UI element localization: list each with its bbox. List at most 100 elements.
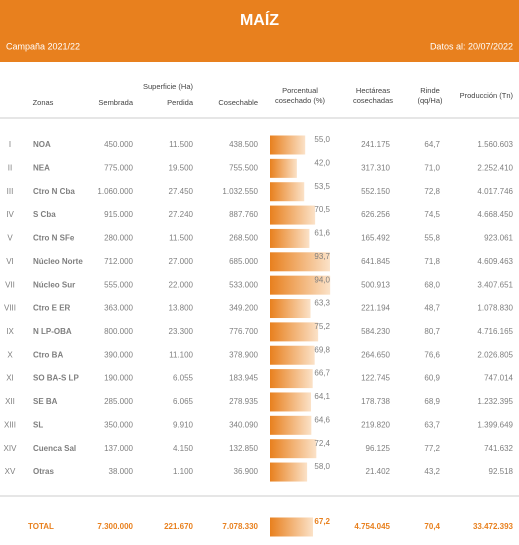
harvest-bar <box>270 252 330 272</box>
cell: 36.900 <box>234 467 259 476</box>
column-header: Porcentual <box>282 86 318 95</box>
cell: SO BA-S LP <box>33 374 79 383</box>
cell: 64,7 <box>424 140 440 149</box>
cell: 555.000 <box>104 280 133 289</box>
cell: 27.240 <box>169 210 194 219</box>
cell: 178.738 <box>361 397 390 406</box>
cell: 1.399.649 <box>477 420 513 429</box>
cell: 13.800 <box>169 304 194 313</box>
cell: 63,7 <box>424 420 440 429</box>
cell: 280.000 <box>104 234 133 243</box>
cell: 190.000 <box>104 374 133 383</box>
cell: Ctro N Cba <box>33 187 75 196</box>
cell: I <box>9 140 11 149</box>
cell: 1.100 <box>173 467 194 476</box>
cell: 775.000 <box>104 163 133 172</box>
cell: 80,7 <box>424 327 440 336</box>
cell: 1.560.603 <box>477 140 513 149</box>
cell: 755.500 <box>229 163 258 172</box>
harvest-bar <box>270 415 312 435</box>
column-header: Sembrada <box>98 98 133 107</box>
cell: 64,1 <box>314 392 330 401</box>
cell: 626.256 <box>361 210 390 219</box>
cell: 70,5 <box>314 205 330 214</box>
cell: 4.716.165 <box>477 327 513 336</box>
cell: NEA <box>33 163 50 172</box>
cell: 4.754.045 <box>354 522 390 531</box>
cell: 221.194 <box>361 304 390 313</box>
cell: II <box>8 163 12 172</box>
cell: VIII <box>4 304 16 313</box>
harvest-bar <box>270 182 305 202</box>
cell: 22.000 <box>169 280 194 289</box>
cell: 4.668.450 <box>477 210 513 219</box>
cell: 53,5 <box>314 182 330 191</box>
header-band <box>0 0 519 62</box>
cell: 712.000 <box>104 257 133 266</box>
cell: 66,7 <box>314 369 330 378</box>
cell: 4.609.463 <box>477 257 513 266</box>
cell: 27.450 <box>169 187 194 196</box>
cell: 800.000 <box>104 327 133 336</box>
cell: 94,0 <box>314 275 330 284</box>
cell: 923.061 <box>484 234 513 243</box>
cell: 285.000 <box>104 397 133 406</box>
cell: 38.000 <box>109 467 134 476</box>
harvest-bar <box>270 205 316 225</box>
cell: 221.670 <box>164 522 193 531</box>
cell: X <box>7 350 13 359</box>
harvest-bar <box>270 322 319 342</box>
cell: 7.078.330 <box>222 522 258 531</box>
cell: 43,2 <box>424 467 440 476</box>
cell: 132.850 <box>229 444 258 453</box>
cell: 55,8 <box>424 234 440 243</box>
cell: NOA <box>33 140 51 149</box>
cell: VII <box>5 280 15 289</box>
cell: SE BA <box>33 397 58 406</box>
cell: 378.900 <box>229 350 258 359</box>
cell: Núcleo Sur <box>33 280 75 289</box>
cell: 390.000 <box>104 350 133 359</box>
cell: 4.017.746 <box>477 187 513 196</box>
cell: 27.000 <box>169 257 194 266</box>
cell: XII <box>5 397 15 406</box>
cell: 6.065 <box>173 397 194 406</box>
cell: 23.300 <box>169 327 194 336</box>
cell: 584.230 <box>361 327 390 336</box>
title: MAÍZ <box>240 10 279 29</box>
cell: 11.500 <box>169 140 193 149</box>
cell: 72,8 <box>424 187 440 196</box>
cell: 71,8 <box>424 257 440 266</box>
column-header: (qq/Ha) <box>417 96 443 105</box>
cell: S Cba <box>33 210 56 219</box>
column-header: Producción (Tn) <box>460 91 514 100</box>
cell: 21.402 <box>366 467 391 476</box>
cell: 317.310 <box>361 163 390 172</box>
table-body: I NOA 450.000 11.500 438.500 55,0 241.175 64,7 1… <box>4 135 514 537</box>
cell: 363.000 <box>104 304 133 313</box>
cell: 241.175 <box>361 140 390 149</box>
header: MAÍZ Campaña 2021/22 Datos al: 20/07/202… <box>0 0 519 62</box>
cell: XIII <box>4 420 16 429</box>
cell: 96.125 <box>366 444 391 453</box>
harvest-bar <box>270 462 308 482</box>
harvest-bar <box>270 275 331 295</box>
harvest-bar <box>270 439 317 459</box>
cell: 1.032.550 <box>222 187 258 196</box>
cell: 1.078.830 <box>477 304 513 313</box>
cell: 67,2 <box>314 517 330 526</box>
cell: 887.760 <box>229 210 258 219</box>
column-header: Cosechable <box>218 98 258 107</box>
harvest-bar <box>270 228 310 248</box>
cell: 11.100 <box>169 350 193 359</box>
harvest-bar <box>270 135 306 155</box>
cell: 75,2 <box>314 322 330 331</box>
cell: 915.000 <box>104 210 133 219</box>
cell: 42,0 <box>314 158 330 167</box>
date: Datos al: 20/07/2022 <box>430 41 513 51</box>
cell: 747.014 <box>484 374 513 383</box>
cell: 219.820 <box>361 420 390 429</box>
cell: 33.472.393 <box>473 522 514 531</box>
cell: 122.745 <box>361 374 390 383</box>
cell: 533.000 <box>229 280 258 289</box>
